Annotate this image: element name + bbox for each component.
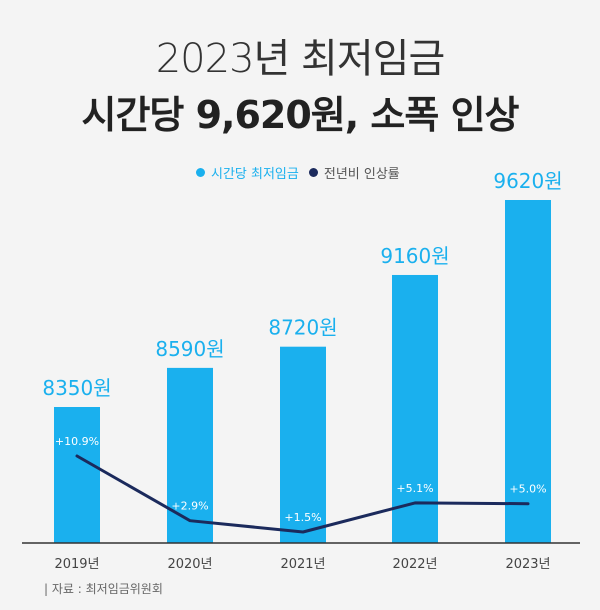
rate-value-label: +5.0% [509, 483, 546, 496]
rate-value-label: +1.5% [284, 511, 321, 524]
source-note: | 자료 : 최저임금위원회 [44, 582, 163, 596]
bar-value-label: 8590원 [155, 337, 224, 361]
x-tick-label: 2022년 [392, 557, 437, 572]
x-tick-label: 2020년 [167, 557, 212, 572]
bar-value-label: 9620원 [493, 169, 562, 193]
legend: 시간당 최저임금 전년비 인상률 [196, 163, 410, 182]
legend-bar-marker [196, 168, 205, 177]
rate-value-label: +2.9% [171, 500, 208, 513]
rate-value-label: +5.1% [396, 482, 433, 495]
legend-line-marker [308, 168, 318, 177]
bar-2022년 [392, 274, 438, 543]
legend-item-bar: 시간당 최저임금 [196, 163, 299, 182]
legend-bar-label: 시간당 최저임금 [211, 167, 299, 182]
legend-item-line: 전년비 인상률 [308, 163, 400, 182]
x-tick-label: 2019년 [54, 557, 99, 572]
bar-value-label: 8720원 [268, 316, 337, 340]
bar-2019년 [54, 407, 100, 543]
bar-value-label: 9160원 [380, 244, 449, 268]
bar-2021년 [280, 346, 326, 543]
bar-2023년 [505, 200, 551, 543]
chart-subtitle: 시간당 9,620원, 소폭 인상 [81, 93, 519, 137]
legend-line-label: 전년비 인상률 [323, 167, 400, 182]
x-tick-label: 2021년 [280, 557, 325, 572]
rate-value-label: +10.9% [55, 435, 99, 448]
x-tick-label: 2023년 [505, 557, 550, 572]
chart-title: 2023년 최저임금 [155, 36, 446, 82]
rate-line [75, 454, 530, 534]
bar-value-label: 8350원 [42, 376, 111, 400]
bar-2020년 [167, 367, 213, 543]
